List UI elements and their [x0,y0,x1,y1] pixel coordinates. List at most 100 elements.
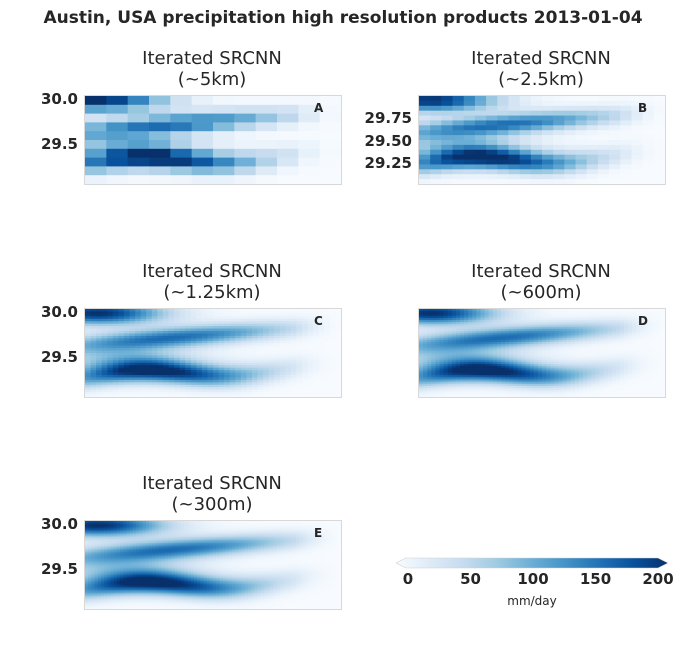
heatmap-cell [644,312,650,316]
heatmap-cell [157,370,164,374]
heatmap-cell [517,338,523,341]
heatmap-cell [586,110,599,117]
heatmap-cell [624,310,629,314]
heatmap-cell [480,386,486,389]
heatmap-cell [218,353,225,357]
heatmap-cell [179,321,186,325]
heatmap-cell [118,360,125,364]
heatmap-cell [509,336,514,339]
heatmap-cell [85,350,92,354]
heatmap-cell [427,389,432,393]
heatmap-cell [174,365,181,369]
heatmap-cell [427,367,432,371]
heatmap-cell [587,332,592,336]
heatmap-cell [660,332,665,336]
heatmap-cell [660,373,665,376]
heatmap-cell [179,331,186,335]
heatmap-cell [513,353,518,356]
heatmap-cell [619,320,625,323]
heatmap-cell [550,343,555,347]
heatmap-cell [517,349,523,352]
heatmap-cell [419,347,424,350]
heatmap-cell [619,386,625,389]
heatmap-cell [251,367,259,371]
heatmap-cell [632,343,637,347]
heatmap-cell [533,356,539,360]
heatmap-cell [464,338,469,341]
heatmap-cell [546,365,551,369]
heatmap-cell [546,375,551,378]
heatmap-cell [587,362,592,365]
heatmap-cell [624,323,629,327]
heatmap-cell [566,334,572,338]
heatmap-cell [460,349,465,352]
heatmap-cell [439,320,445,323]
heatmap-cell [566,362,572,365]
heatmap-cell [196,375,203,379]
heatmap-cell [492,376,498,380]
heatmap-cell [151,375,158,379]
heatmap-cell [318,326,325,330]
heatmap-cell [488,329,494,332]
heatmap-cell [583,387,588,391]
heatmap-cell [439,380,445,383]
heatmap-cell [611,332,617,336]
heatmap-cell [464,329,469,332]
heatmap-cell [151,392,158,396]
heatmap-cell [468,354,473,358]
heatmap-cell [497,169,510,175]
heatmap-cell [597,125,610,131]
heatmap-cell [578,375,584,378]
heatmap-cell [207,389,214,393]
heatmap-cell [235,311,242,315]
heatmap-cell [201,360,209,364]
heatmap-cell [636,380,641,383]
heatmap-cell [296,331,303,335]
heatmap-cell [533,345,539,349]
heatmap-cell [554,309,559,312]
heatmap-cell [307,309,314,313]
heatmap-cell [558,386,564,389]
heatmap-cell [587,343,592,347]
heatmap-cell [607,367,613,371]
heatmap-cell [492,345,498,349]
heatmap-cell [644,347,650,350]
heatmap-cell [107,328,114,332]
heatmap-cell [486,115,498,122]
heatmap-cell [185,377,192,381]
heatmap-cell [329,318,337,322]
heatmap-cell [430,125,442,131]
heatmap-cell [508,110,521,117]
heatmap-cell [302,389,309,393]
heatmap-cell [615,386,621,389]
heatmap-cell [631,96,644,102]
heatmap-cell [533,343,539,347]
heatmap-cell [480,312,486,316]
heatmap-cell [519,140,532,146]
heatmap-cell [583,336,588,339]
heatmap-cell [517,371,523,374]
heatmap-cell [157,318,164,322]
heatmap-cell [447,389,453,393]
heatmap-cell [307,333,314,337]
heatmap-cell [486,174,498,180]
heatmap-cell [157,321,164,325]
heatmap-cell [196,350,203,354]
heatmap-cell [652,336,658,339]
heatmap-cell [537,349,543,352]
heatmap-cell [279,350,286,354]
heatmap-cell [168,387,175,391]
heatmap-cell [480,332,486,336]
heatmap-cell [505,387,510,391]
heatmap-cell [146,375,153,379]
heatmap-cell [599,332,605,336]
heatmap-cell [168,309,175,313]
heatmap-cell [285,382,292,386]
heatmap-cell [603,345,609,349]
heatmap-cell [213,338,220,342]
heatmap-cell [451,393,457,396]
heatmap-cell [517,362,523,365]
heatmap-cell [472,373,477,376]
heatmap-cell [554,373,559,376]
heatmap-cell [656,369,662,372]
